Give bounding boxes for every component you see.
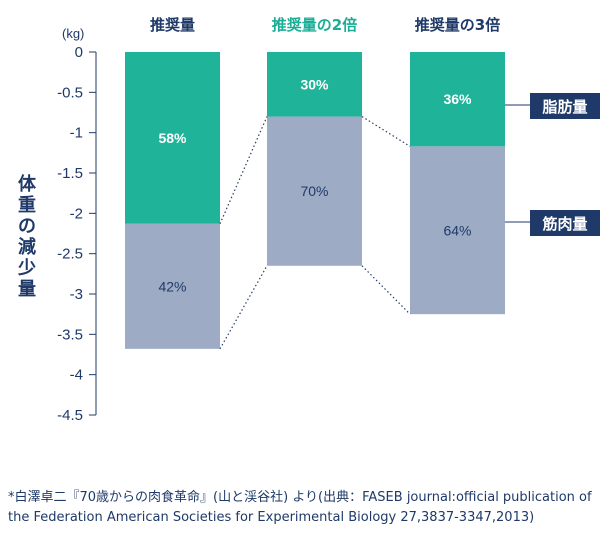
- y-tick-label: -3.5: [57, 326, 83, 343]
- y-axis-unit: (kg): [62, 26, 84, 41]
- y-axis-label-char: 減: [18, 236, 36, 258]
- fat-percent-label: 30%: [300, 76, 329, 92]
- y-tick-label: -0.5: [57, 84, 83, 101]
- y-axis-label-char: 量: [18, 278, 36, 300]
- fat-percent-label: 36%: [443, 91, 472, 107]
- connector-line: [361, 116, 411, 147]
- y-tick-label: -4.5: [57, 407, 83, 424]
- connector-lines: [219, 116, 411, 350]
- bar-fat-segment: [125, 52, 220, 224]
- y-tick-label: -3: [70, 286, 83, 303]
- category-label: 推奨量: [150, 16, 195, 34]
- y-axis-label-char: 少: [17, 258, 36, 279]
- y-tick-label: -2.5: [57, 246, 83, 263]
- y-tick-label: -1: [70, 125, 83, 142]
- connector-line: [219, 116, 268, 225]
- bar-fat-segment: [410, 52, 505, 147]
- fat-percent-label: 58%: [158, 130, 187, 146]
- muscle-percent-label: 70%: [300, 183, 328, 199]
- bars: 58% 42% 30% 70% 36% 64%: [125, 52, 505, 349]
- legend-label: 脂肪量: [542, 98, 587, 116]
- footnote: *白澤卓二『70歳からの肉食革命』(山と渓谷社) より(出典：FASEB jou…: [8, 490, 592, 525]
- y-axis-label-char: 重: [18, 194, 36, 216]
- connector-line: [361, 265, 411, 315]
- category-label: 推奨量の3倍: [415, 16, 500, 34]
- muscle-percent-label: 42%: [158, 278, 186, 294]
- category-label: 推奨量の2倍: [272, 16, 357, 34]
- connector-line: [219, 265, 268, 350]
- category-labels: 推奨量 推奨量の2倍 推奨量の3倍: [150, 16, 500, 34]
- bar-fat-segment: [267, 52, 362, 117]
- y-axis-ticks: 0 -0.5 -1 -1.5 -2 -2.5 -3 -3.5 -4 -4.5: [57, 44, 96, 424]
- muscle-percent-label: 64%: [443, 222, 471, 238]
- y-axis-label-char: の: [18, 216, 36, 237]
- bar-muscle-segment: [410, 146, 505, 315]
- bar-muscle-segment: [125, 223, 220, 349]
- legend-box: [530, 93, 600, 119]
- y-axis-label-char: 体: [18, 173, 37, 195]
- bar-muscle-segment: [267, 116, 362, 266]
- y-tick-label: 0: [75, 44, 83, 61]
- legend-label: 筋肉量: [541, 215, 587, 233]
- y-tick-label: -2: [70, 205, 83, 222]
- legend-box: [530, 210, 600, 236]
- y-tick-label: -4: [70, 367, 83, 384]
- y-tick-label: -1.5: [57, 165, 83, 182]
